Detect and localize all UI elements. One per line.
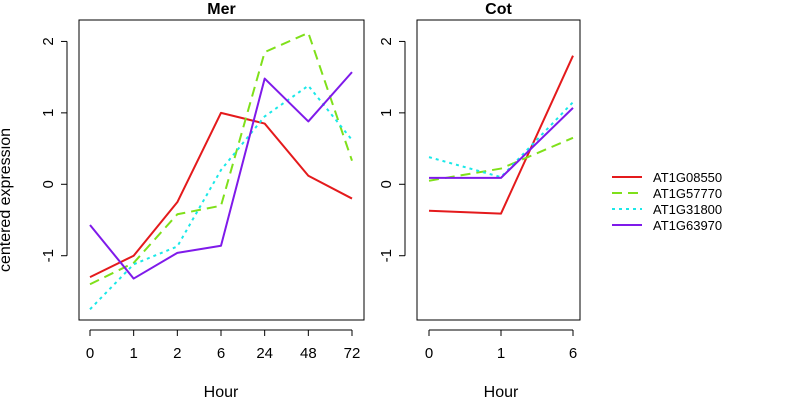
x-tick-label: 1 xyxy=(497,345,505,362)
x-tick-label: 24 xyxy=(256,345,273,362)
series-line-at1g31800 xyxy=(89,84,353,310)
y-tick-label: -1 xyxy=(378,249,395,262)
series-line-at1g57770 xyxy=(428,136,574,182)
legend-label-at1g31800: AT1G31800 xyxy=(653,202,722,217)
y-tick-label: 0 xyxy=(40,180,57,188)
x-tick-label: 1 xyxy=(129,345,137,362)
x-axis-label: Hour xyxy=(484,384,519,400)
legend-label-at1g08550: AT1G08550 xyxy=(653,170,722,185)
x-tick-label: 2 xyxy=(173,345,181,362)
x-tick-label: 48 xyxy=(300,345,317,362)
x-tick-label: 0 xyxy=(425,345,433,362)
y-tick-label: 1 xyxy=(40,109,57,117)
panel-mer: Mer 0 1 2 6 24 48 72 Hour -1 0 1 2 xyxy=(40,1,365,401)
y-tick-label: -1 xyxy=(40,249,57,262)
x-tick-label: 72 xyxy=(344,345,361,362)
series-line-at1g63970 xyxy=(429,107,574,179)
x-tick-label: 0 xyxy=(86,345,94,362)
panel-title: Cot xyxy=(485,1,512,18)
plot-frame xyxy=(416,19,581,321)
panel-cot: Cot 0 1 6 Hour -1 0 1 2 xyxy=(378,1,581,401)
series-line-at1g31800 xyxy=(428,101,574,179)
series-line-at1g63970 xyxy=(89,71,353,280)
series-line-at1g08550 xyxy=(89,111,353,279)
series-line-at1g08550 xyxy=(428,55,574,215)
x-axis-label: Hour xyxy=(204,384,239,400)
x-tick-label: 6 xyxy=(217,345,225,362)
y-tick-label: 1 xyxy=(378,109,395,117)
panel-title: Mer xyxy=(207,1,235,18)
plot-frame xyxy=(78,19,365,321)
y-tick-label: 0 xyxy=(378,180,395,188)
y-axis-label: centered expression xyxy=(0,128,14,272)
legend-label-at1g63970: AT1G63970 xyxy=(653,218,722,233)
y-tick-label: 2 xyxy=(378,37,395,45)
x-tick-label: 6 xyxy=(569,345,577,362)
series-line-at1g57770 xyxy=(89,31,353,286)
y-tick-label: 2 xyxy=(40,37,57,45)
legend-label-at1g57770: AT1G57770 xyxy=(653,186,722,201)
